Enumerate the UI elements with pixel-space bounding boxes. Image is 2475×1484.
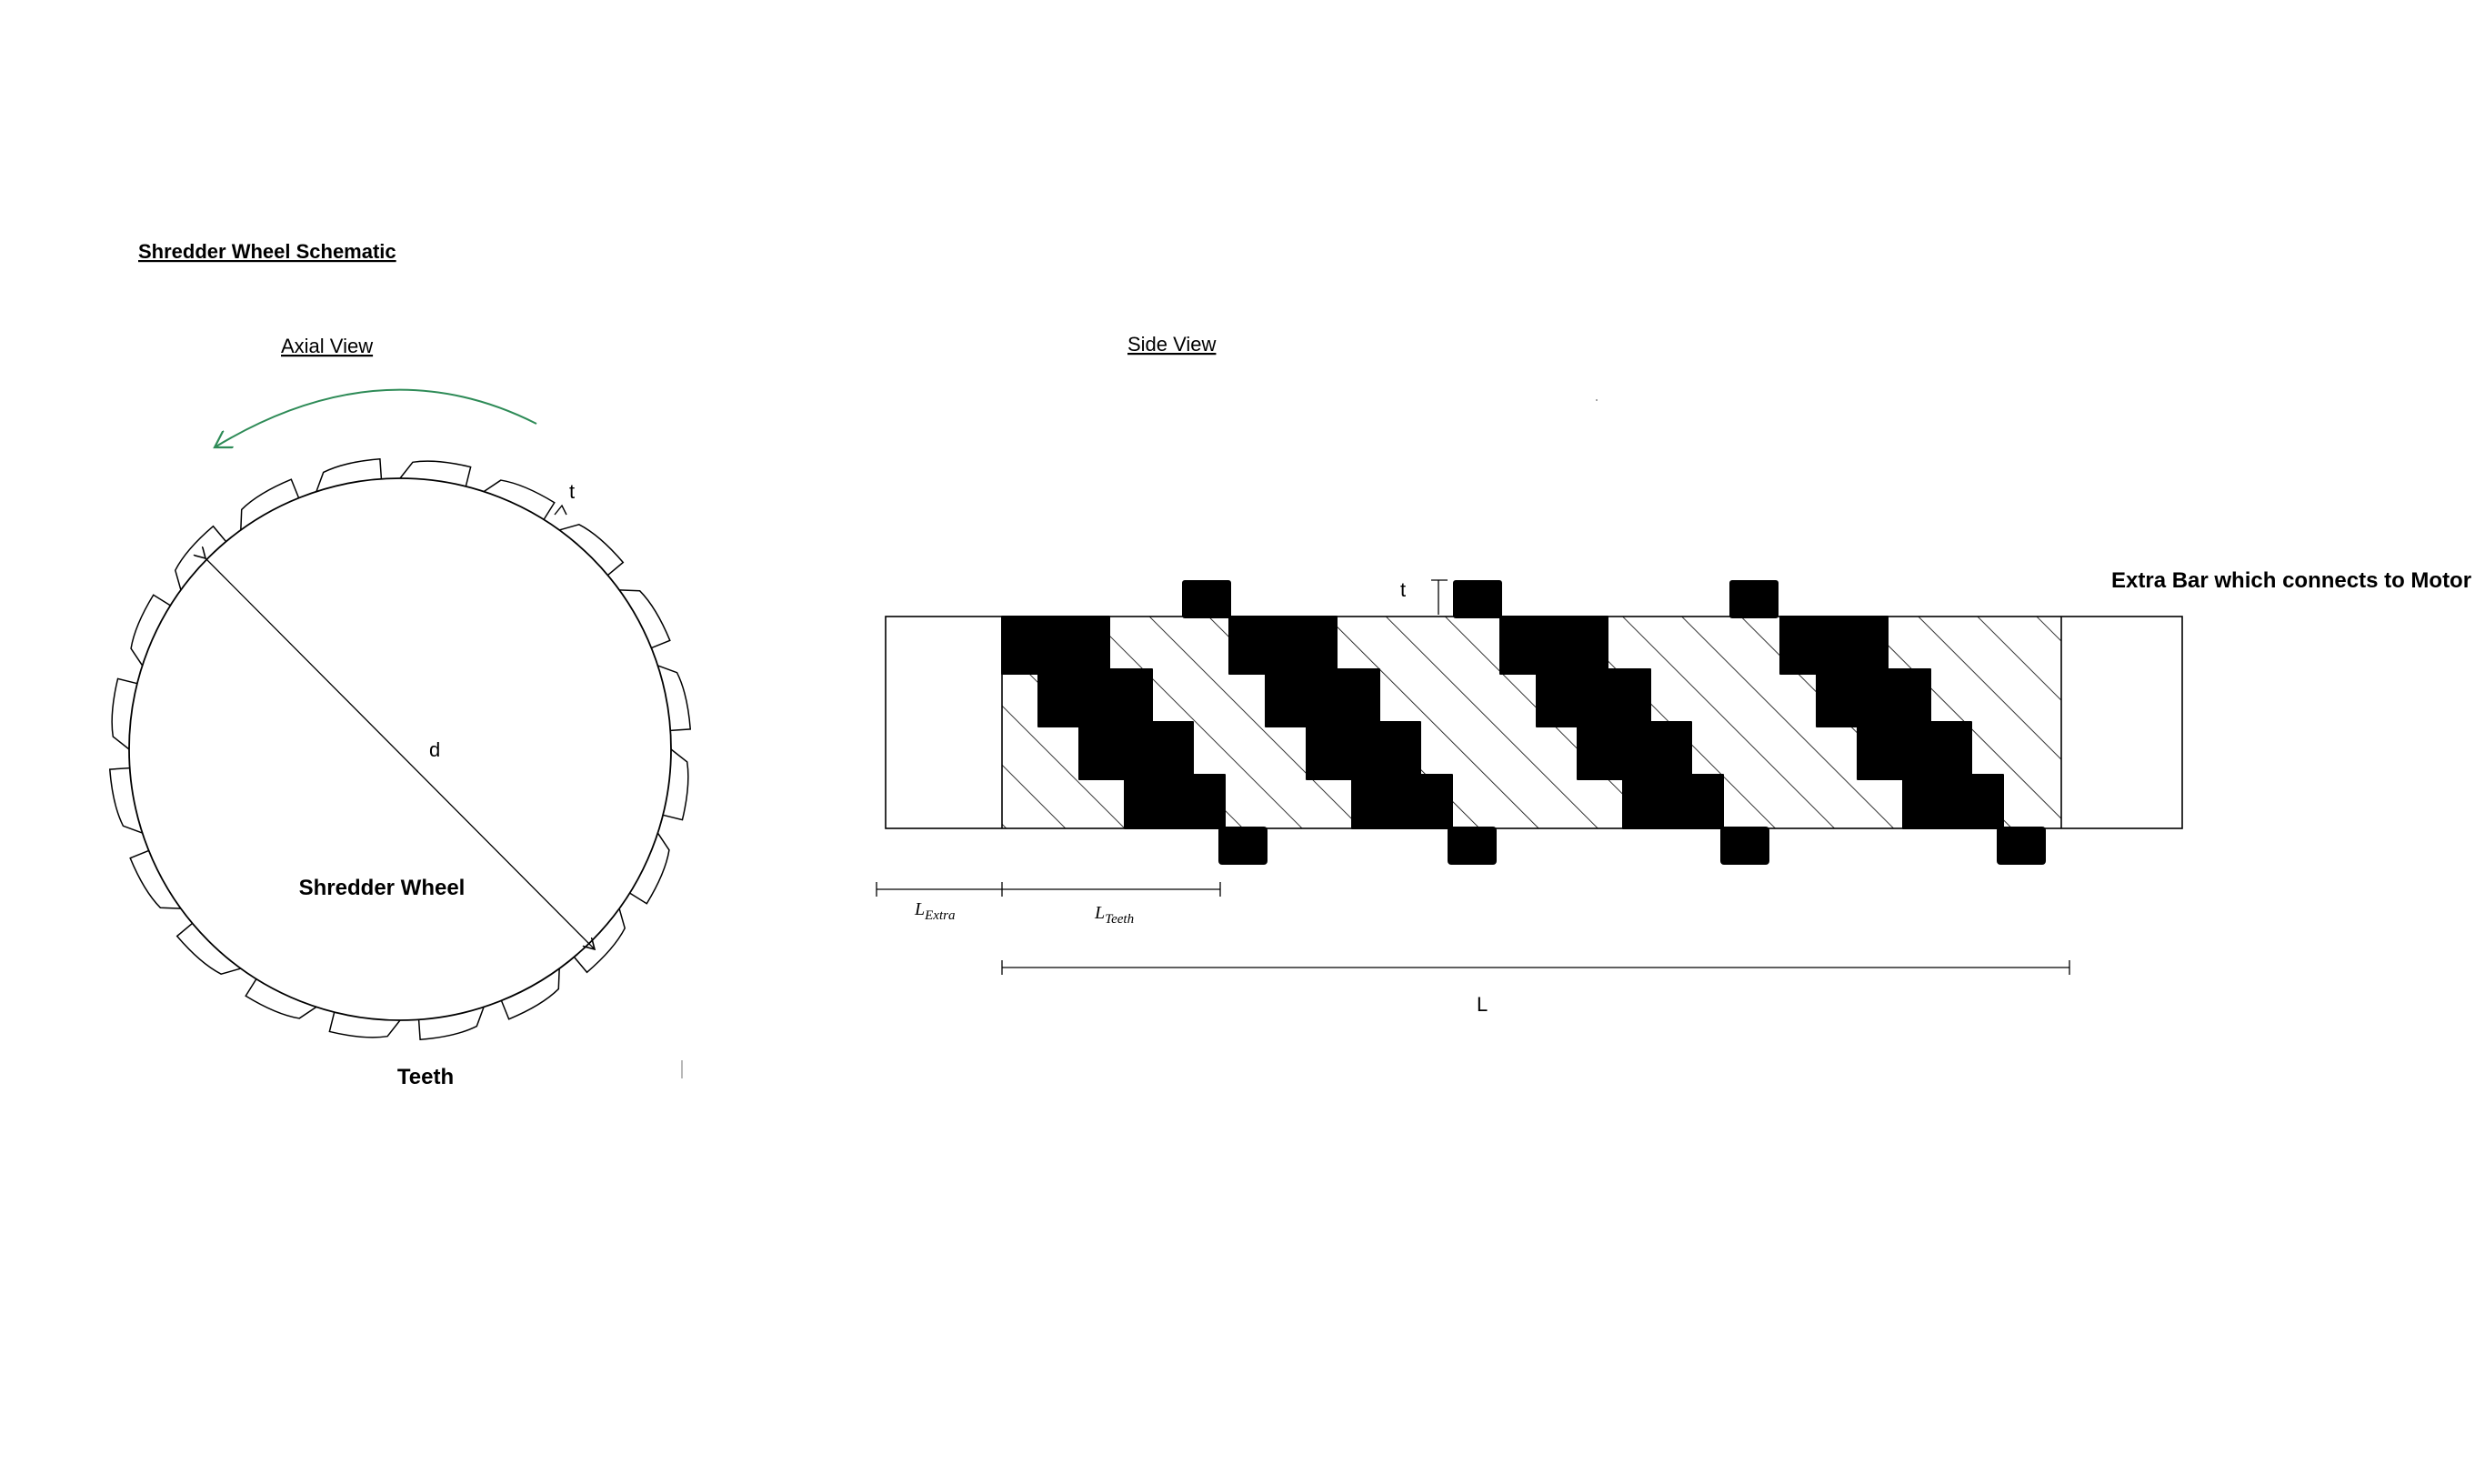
side-top-tooth — [1729, 580, 1779, 618]
total-length-label: L — [1477, 993, 1488, 1016]
side-top-tooth — [1182, 580, 1231, 618]
wheel-tooth — [328, 1011, 401, 1038]
wheel-tooth — [316, 457, 383, 492]
wheel-tooth — [174, 525, 227, 591]
wheel-teeth — [108, 457, 692, 1041]
side-view-heading: Side View — [1127, 333, 1217, 356]
side-top-tooth — [1453, 580, 1502, 618]
wheel-tooth — [399, 460, 472, 487]
side-bottom-tooth — [1448, 827, 1497, 865]
l-extra-label: LExtra — [914, 899, 955, 923]
shredder-wheel-label: Shredder Wheel — [299, 876, 466, 900]
rotation-arrow — [215, 388, 537, 447]
wheel-tooth — [245, 978, 317, 1019]
side-bottom-tooth — [1218, 827, 1268, 865]
diameter-dimension-line — [205, 558, 595, 949]
wheel-tooth — [483, 479, 556, 520]
axial-view-heading: Axial View — [281, 335, 373, 357]
wheel-tooth — [500, 968, 560, 1020]
shredder-wheel-circle — [128, 477, 672, 1021]
wheel-tooth — [130, 594, 171, 667]
teeth-label: Teeth — [397, 1065, 454, 1089]
axial-tooth-height-marker — [554, 504, 567, 516]
wheel-tooth — [657, 665, 692, 732]
wheel-tooth — [573, 907, 626, 974]
wheel-tooth — [111, 677, 138, 750]
side-bottom-tooth — [1997, 827, 2046, 865]
wheel-tooth — [129, 849, 181, 909]
wheel-tooth — [417, 1007, 485, 1041]
wheel-tooth — [619, 589, 671, 649]
wheel-tooth — [662, 748, 689, 821]
wheel-tooth — [175, 922, 242, 976]
side-bottom-tooth — [1720, 827, 1769, 865]
side-view-teeth — [1001, 580, 2046, 865]
axial-tooth-height-label: t — [569, 480, 575, 503]
schematic-title: Shredder Wheel Schematic — [138, 240, 396, 263]
diameter-label: d — [429, 738, 440, 761]
wheel-tooth — [240, 478, 300, 530]
wheel-tooth — [558, 523, 625, 577]
extra-bar-label: Extra Bar which connects to Motor — [2111, 568, 2471, 593]
side-tooth-height-label: t — [1400, 578, 1406, 601]
l-teeth-label: LTeeth — [1094, 903, 1134, 927]
wheel-tooth — [108, 767, 143, 834]
stray-dot — [1596, 399, 1598, 401]
wheel-tooth — [629, 832, 670, 905]
